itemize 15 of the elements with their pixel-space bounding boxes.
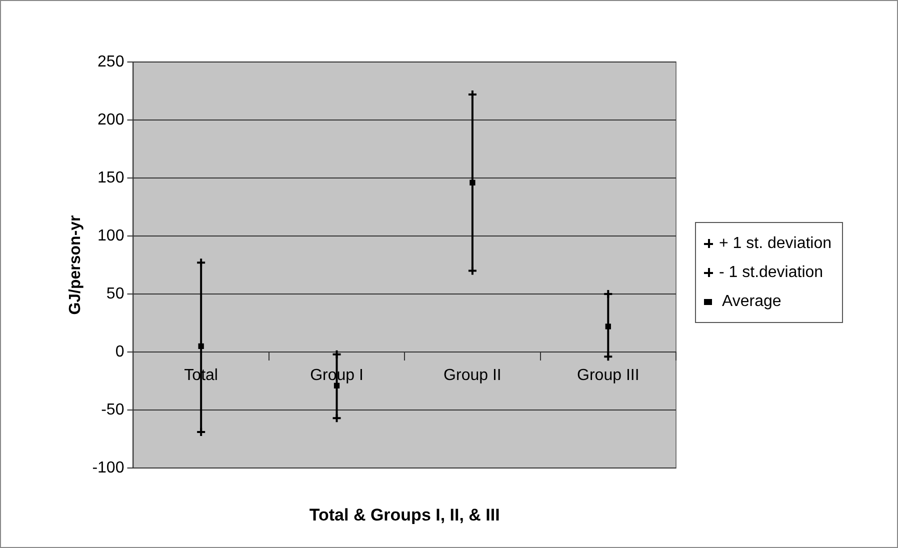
y-axis-title: GJ/person-yr	[67, 215, 84, 315]
legend-label: - 1 st.deviation	[719, 264, 824, 282]
x-tick-label: Group II	[444, 367, 502, 384]
y-tick-label: 250	[98, 53, 124, 70]
legend-label: + 1 st. deviation	[719, 234, 832, 252]
y-tick-label: 100	[98, 227, 124, 244]
y-tick-label: 50	[106, 285, 124, 302]
x-tick-label: Group III	[577, 367, 640, 384]
y-tick-label: 200	[98, 111, 124, 128]
y-tick-label: 0	[115, 343, 124, 360]
y-tick-label: -100	[92, 459, 124, 476]
x-axis-title: Total & Groups I, II, & III	[309, 506, 500, 525]
legend-label: Average	[722, 292, 782, 310]
y-tick-label: -50	[101, 401, 124, 418]
y-tick-label: 150	[98, 169, 124, 186]
